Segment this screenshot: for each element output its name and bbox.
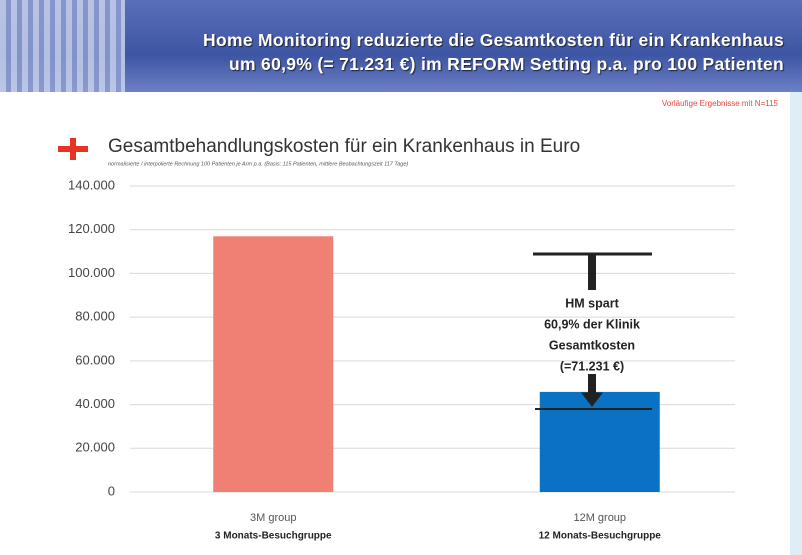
y-tick-label: 120.000 xyxy=(68,221,115,236)
plot: 0 20.000 40.000 60.000 80.000 100.000 120.000 1… xyxy=(68,177,735,541)
annotation: Gesamtkosten xyxy=(549,338,635,352)
chart-subtitle: normalisierte / interpolierte Rechnung 1… xyxy=(108,161,408,167)
bar xyxy=(540,392,660,492)
y-tick-label: 40.000 xyxy=(75,396,115,411)
y-tick-label: 100.000 xyxy=(68,265,115,280)
category-description: 12 Monats-Besuchgruppe xyxy=(539,531,662,542)
x-tick-label: 12M group xyxy=(573,512,626,524)
x-tick-label: 3M group xyxy=(250,512,296,524)
cross-icon xyxy=(58,138,88,160)
annotation: HM spart xyxy=(565,296,619,310)
chart-title: Gesamtbehandlungskosten für ein Krankenh… xyxy=(108,136,580,157)
y-tick-label: 140.000 xyxy=(68,177,115,192)
slide: Home Monitoring reduzierte die Gesamtkos… xyxy=(0,0,802,555)
chart: Vorläufige Ergebnisse mit N=115 Gesamtbe… xyxy=(0,0,790,555)
annotation: 60,9% der Klinik xyxy=(544,317,640,331)
side-strip xyxy=(790,92,802,555)
bar xyxy=(213,236,333,492)
y-tick-label: 60.000 xyxy=(75,352,115,367)
note: Vorläufige Ergebnisse mit N=115 xyxy=(662,99,779,108)
y-tick-label: 80.000 xyxy=(75,309,115,324)
y-tick-label: 0 xyxy=(108,483,115,498)
annotation: (=71.231 €) xyxy=(560,359,624,373)
y-tick-label: 20.000 xyxy=(75,440,115,455)
category-description: 3 Monats-Besuchgruppe xyxy=(215,531,332,542)
savings-bracket xyxy=(533,254,652,409)
